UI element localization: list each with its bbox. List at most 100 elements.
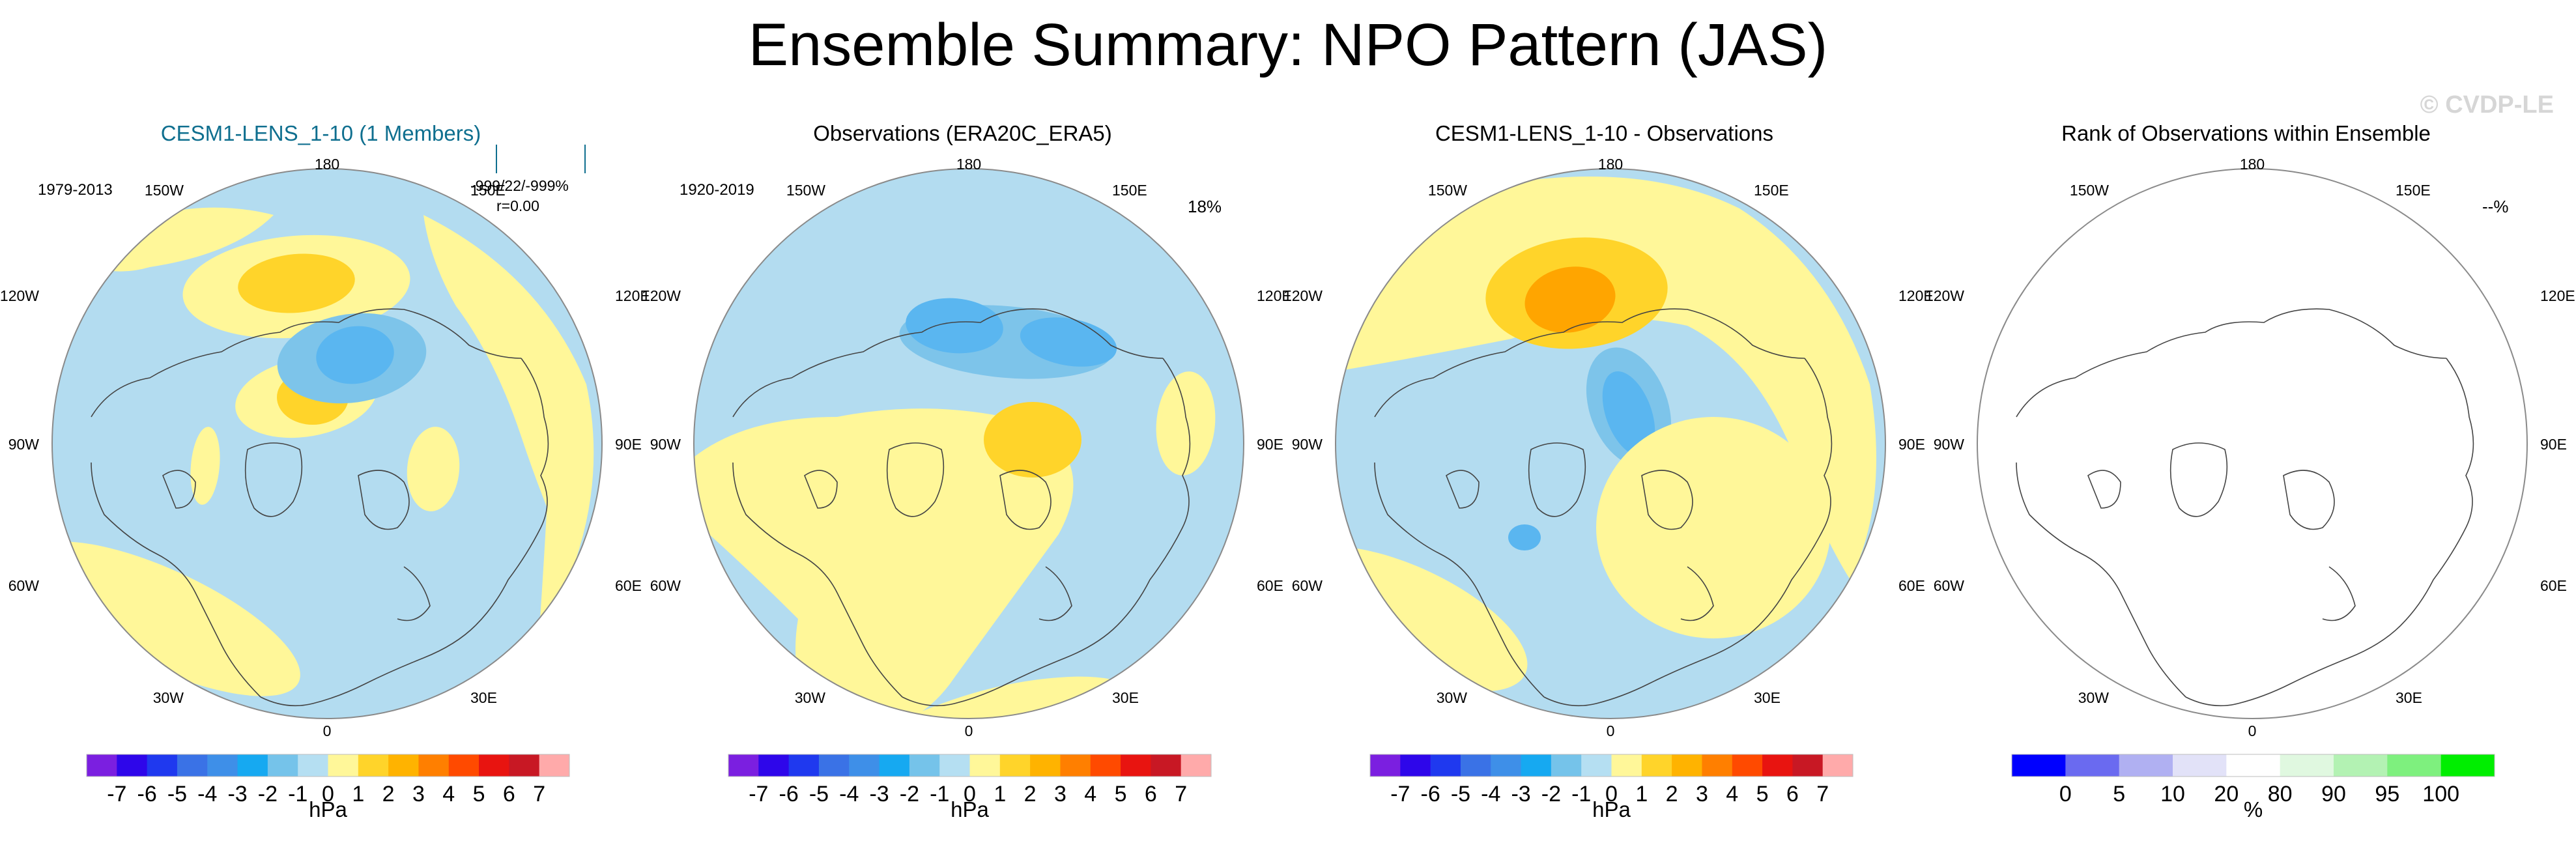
colorbar-swatch xyxy=(1060,754,1091,777)
colorbar-swatch xyxy=(358,754,389,777)
longitude-label-right-lower: 60E xyxy=(1898,577,1925,594)
longitude-label-top: 180 xyxy=(956,156,982,173)
stats-line-1: -999/22/-999% xyxy=(470,177,569,194)
longitude-label-top: 180 xyxy=(2239,156,2265,173)
figure-title: Ensemble Summary: NPO Pattern (JAS) xyxy=(748,12,1828,78)
colorbar-swatch xyxy=(237,754,268,777)
colorbar-outline xyxy=(86,754,570,777)
colorbar-swatch xyxy=(1702,754,1733,777)
colorbar-swatch xyxy=(1430,754,1461,777)
colorbar-swatch xyxy=(2334,754,2388,777)
coastline-6 xyxy=(1680,566,1714,621)
longitude-label-lower-right: 30E xyxy=(1112,689,1139,706)
coastline-4 xyxy=(886,442,945,517)
colorbar-tick-label: 90 xyxy=(2321,782,2346,806)
field-negative-arctic-core xyxy=(1602,371,1655,457)
longitude-label-bottom: 0 xyxy=(2248,722,2257,739)
colorbar-swatch xyxy=(509,754,540,777)
colorbar-swatch xyxy=(2173,754,2227,777)
colorbar-outline xyxy=(2011,754,2495,777)
map-svg xyxy=(693,168,1244,719)
coastline-3 xyxy=(732,462,903,698)
colorbar-swatch xyxy=(298,754,328,777)
colorbar-tick-label: -5 xyxy=(1451,782,1470,806)
longitude-label-right: 90E xyxy=(2540,436,2567,453)
colorbar-swatch xyxy=(177,754,208,777)
longitude-label-upper-left: 150W xyxy=(2069,182,2109,199)
coastline-4 xyxy=(1528,442,1586,517)
colorbar-swatch xyxy=(969,754,1001,777)
colorbar-tick-label: 2 xyxy=(382,782,395,806)
coastline-7 xyxy=(162,470,196,509)
map-field xyxy=(1977,169,2527,719)
coastline-1 xyxy=(2400,358,2474,626)
colorbar-tick-label: -6 xyxy=(137,782,157,806)
colorbar-swatch xyxy=(1822,754,1853,777)
coastline-3 xyxy=(2016,462,2186,698)
map-svg xyxy=(1977,168,2528,719)
colorbar-tick-label: 0 xyxy=(964,782,976,806)
map-field xyxy=(52,169,602,719)
coastline-4 xyxy=(244,442,303,517)
colorbar-swatch xyxy=(1762,754,1793,777)
longitude-label-left-lower: 60W xyxy=(1291,577,1323,594)
percent-variance-label: 18% xyxy=(1188,197,1222,216)
colorbar-tick-label: 4 xyxy=(442,782,455,806)
longitude-label-upper-left: 150W xyxy=(786,182,825,199)
colorbar-swatch xyxy=(1792,754,1824,777)
colorbar-swatch xyxy=(1121,754,1151,777)
coastline-5 xyxy=(999,470,1052,530)
longitude-label-top: 180 xyxy=(1597,156,1624,173)
field-positive-atlantic xyxy=(52,541,300,696)
field-positive-east-siberia xyxy=(1156,371,1216,476)
panel-title: CESM1-LENS_1-10 (1 Members) xyxy=(160,121,481,145)
colorbar-swatch xyxy=(1551,754,1582,777)
map-boundary xyxy=(693,168,1244,719)
colorbar-tick-label: 1 xyxy=(1635,782,1648,806)
longitude-label-lower-left: 30W xyxy=(1436,689,1467,706)
colorbar-tick-label: -2 xyxy=(1541,782,1561,806)
colorbar-swatch xyxy=(1181,754,1212,777)
longitude-label-left-lower: 60W xyxy=(8,577,39,594)
coastline-1 xyxy=(1117,358,1191,626)
colorbar-tick-label: 2 xyxy=(1024,782,1037,806)
colorbar-swatch xyxy=(479,754,509,777)
colorbar-tick-label: -2 xyxy=(900,782,919,806)
colorbar-tick-label: -4 xyxy=(1481,782,1500,806)
colorbar-outline xyxy=(1369,754,1853,777)
colorbar-swatch xyxy=(939,754,970,777)
longitude-label-top: 180 xyxy=(314,156,340,173)
colorbar-swatch xyxy=(728,754,759,777)
longitude-label-right-upper: 120E xyxy=(1257,287,1292,304)
colorbar: -7 -6 -5 -4 -3 -2 -1 0 1 2 3 4 5 6 7 xyxy=(1369,754,1853,806)
colorbar-swatch xyxy=(1460,754,1491,777)
colorbar-tick-label: -1 xyxy=(930,782,949,806)
colorbar-tick-label: -7 xyxy=(107,782,126,806)
colorbar-swatch xyxy=(539,754,570,777)
colorbar-swatch xyxy=(1400,754,1431,777)
colorbar: -7 -6 -5 -4 -3 -2 -1 0 1 2 3 4 5 6 7 xyxy=(728,754,1212,806)
period-label: 1979-2013 xyxy=(38,181,113,199)
longitude-label-left-upper: 120W xyxy=(0,287,39,304)
colorbar-tick-label: 1 xyxy=(994,782,1006,806)
longitude-label-lower-right: 30E xyxy=(1754,689,1781,706)
longitude-label-left: 90W xyxy=(650,436,681,453)
colorbar-swatch xyxy=(2012,754,2066,777)
coastline-7 xyxy=(804,470,838,509)
coastline-3 xyxy=(1374,462,1545,698)
map-boundary xyxy=(1335,168,1886,719)
colorbar-swatch xyxy=(909,754,940,777)
colorbar-tick-label: 3 xyxy=(1054,782,1066,806)
colorbar-tick-label: 95 xyxy=(2375,782,2399,806)
map-boundary xyxy=(51,168,603,719)
colorbar-swatch xyxy=(2280,754,2334,777)
colorbar-swatch xyxy=(1370,754,1401,777)
panel-rank: Rank of Observations within Ensemble --%… xyxy=(1925,111,2575,841)
longitude-label-left-upper: 120W xyxy=(1925,287,1964,304)
coastline-4 xyxy=(2169,442,2228,517)
longitude-label-left-lower: 60W xyxy=(1933,577,1964,594)
colorbar-swatch xyxy=(1090,754,1121,777)
colorbar-tick-label: 4 xyxy=(1084,782,1096,806)
colorbar-tick-label: 6 xyxy=(1145,782,1157,806)
colorbar-swatch xyxy=(2387,754,2442,777)
